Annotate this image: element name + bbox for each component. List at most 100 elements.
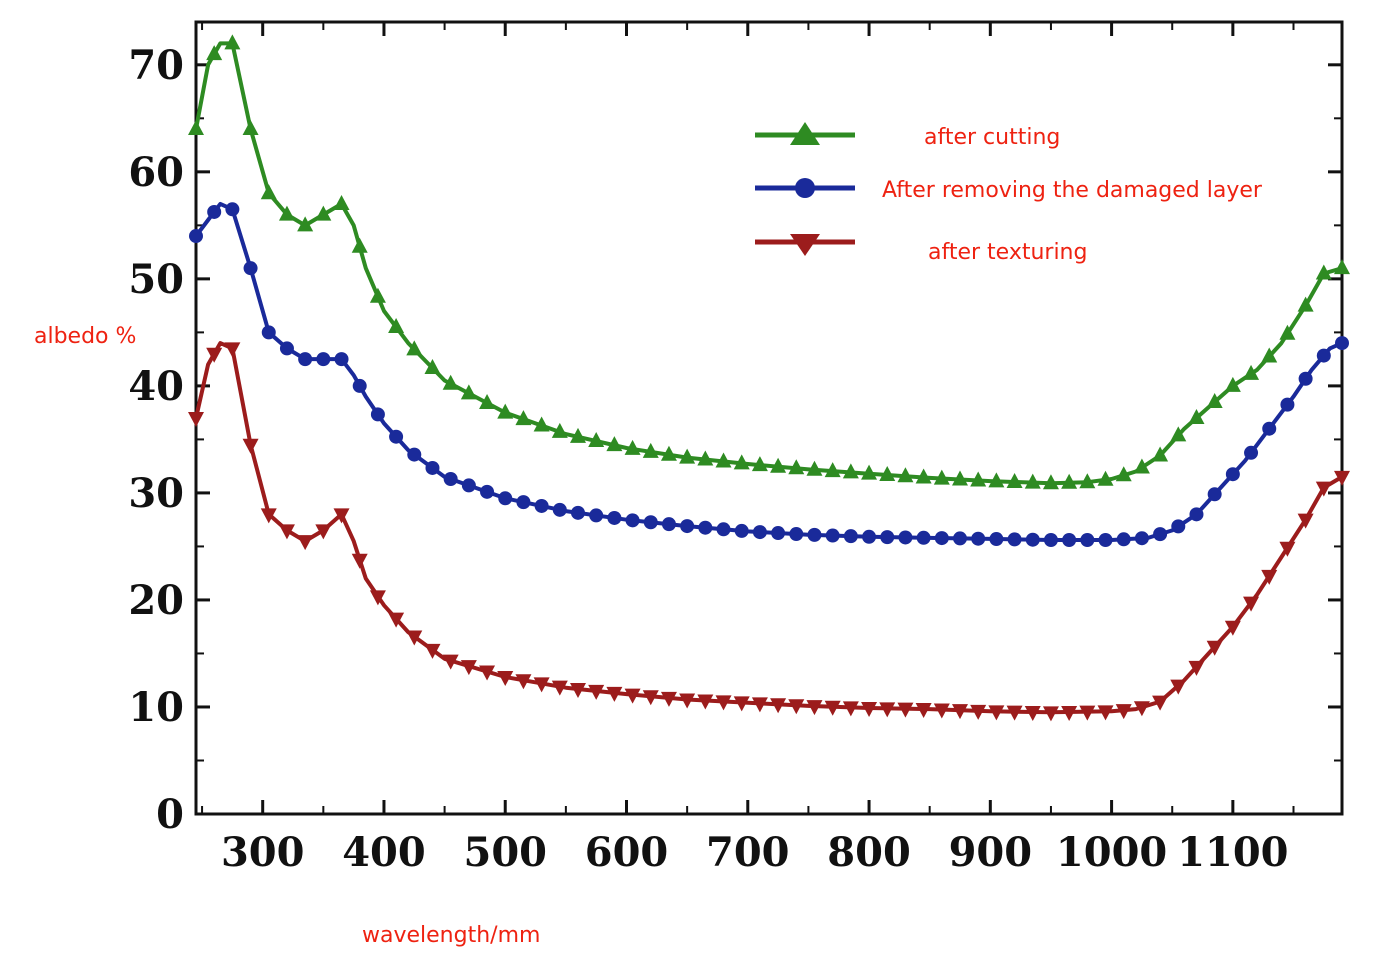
data-point xyxy=(971,531,986,546)
data-point xyxy=(1262,421,1277,436)
data-point xyxy=(333,508,350,524)
data-point xyxy=(497,671,514,687)
legend: after cutting After removing the damaged… xyxy=(755,122,1263,265)
data-point xyxy=(624,439,641,455)
data-point xyxy=(1024,473,1041,489)
data-point xyxy=(807,527,822,542)
data-point xyxy=(952,470,968,486)
data-point xyxy=(588,684,605,700)
data-point xyxy=(461,478,476,493)
data-point xyxy=(697,694,714,710)
data-point xyxy=(224,342,241,358)
data-point xyxy=(697,450,714,466)
data-point xyxy=(516,495,531,510)
data-point xyxy=(933,703,950,719)
data-point xyxy=(679,693,696,709)
data-point xyxy=(315,205,332,221)
data-point xyxy=(1335,336,1349,351)
data-point xyxy=(879,465,896,481)
data-point xyxy=(1061,706,1078,722)
data-point xyxy=(406,340,423,356)
series-after-cutting xyxy=(188,34,1350,490)
data-point xyxy=(1080,533,1095,548)
data-point xyxy=(1097,470,1114,486)
data-point xyxy=(952,704,968,720)
data-point xyxy=(988,705,1005,721)
data-point xyxy=(788,699,805,715)
data-point xyxy=(770,457,787,473)
data-point xyxy=(1098,533,1113,548)
data-point xyxy=(1206,392,1223,408)
x-tick-label: 500 xyxy=(463,829,547,876)
data-point xyxy=(533,677,550,693)
data-point xyxy=(388,612,405,628)
data-point xyxy=(369,590,386,606)
x-tick-label: 900 xyxy=(949,829,1033,876)
series-layer xyxy=(188,34,1350,722)
y-tick-label: 0 xyxy=(156,791,184,838)
data-point xyxy=(898,530,913,545)
data-point xyxy=(480,484,495,499)
data-point xyxy=(789,527,804,542)
data-point xyxy=(1315,264,1332,280)
y-tick-label: 60 xyxy=(128,149,184,196)
data-point xyxy=(1007,532,1022,547)
data-point xyxy=(970,471,987,487)
data-point xyxy=(460,384,477,400)
data-point xyxy=(189,229,203,244)
data-point xyxy=(206,347,223,363)
data-point xyxy=(1153,527,1168,542)
data-point xyxy=(806,460,823,476)
data-point xyxy=(1006,473,1023,489)
legend-item-after-texturing: after texturing xyxy=(755,234,1087,265)
data-point xyxy=(1261,569,1278,585)
data-point xyxy=(1243,364,1260,380)
data-point xyxy=(607,510,622,525)
data-point xyxy=(498,491,513,506)
data-point xyxy=(1170,679,1187,695)
data-point xyxy=(225,202,240,217)
data-point xyxy=(206,45,223,61)
data-point xyxy=(1133,701,1150,717)
data-point xyxy=(278,205,295,221)
data-point xyxy=(389,429,404,444)
data-point xyxy=(261,325,276,340)
data-point xyxy=(351,553,368,569)
data-point xyxy=(1171,519,1186,534)
data-point xyxy=(571,505,585,520)
data-point xyxy=(460,660,477,676)
data-point xyxy=(1133,458,1150,474)
data-point xyxy=(606,686,623,702)
data-point xyxy=(734,523,749,538)
data-point xyxy=(715,452,732,468)
data-point xyxy=(916,530,931,545)
data-point xyxy=(551,422,568,438)
data-point xyxy=(1079,705,1096,721)
series-line xyxy=(194,201,1343,542)
data-point xyxy=(1024,706,1041,722)
data-point xyxy=(660,691,677,707)
series-after-removing-the-damaged-layer xyxy=(189,201,1349,548)
data-point xyxy=(188,120,204,136)
data-point xyxy=(824,700,841,716)
data-point xyxy=(915,703,932,719)
data-point xyxy=(1097,705,1114,721)
data-point xyxy=(660,445,677,461)
data-point xyxy=(315,524,332,540)
legend-label: After removing the damaged layer xyxy=(882,178,1263,203)
data-point xyxy=(643,515,658,530)
data-point xyxy=(425,460,440,475)
data-point xyxy=(352,378,367,393)
legend-marker-circle xyxy=(795,178,815,198)
data-point xyxy=(1297,513,1314,529)
data-point xyxy=(825,528,840,543)
y-tick-label: 20 xyxy=(128,577,184,624)
data-point xyxy=(933,469,950,485)
data-point xyxy=(1279,541,1296,557)
data-point xyxy=(934,531,949,546)
data-point xyxy=(243,261,258,276)
data-point xyxy=(642,442,659,458)
data-point xyxy=(551,680,568,696)
data-point xyxy=(297,535,314,551)
data-point xyxy=(260,184,277,200)
